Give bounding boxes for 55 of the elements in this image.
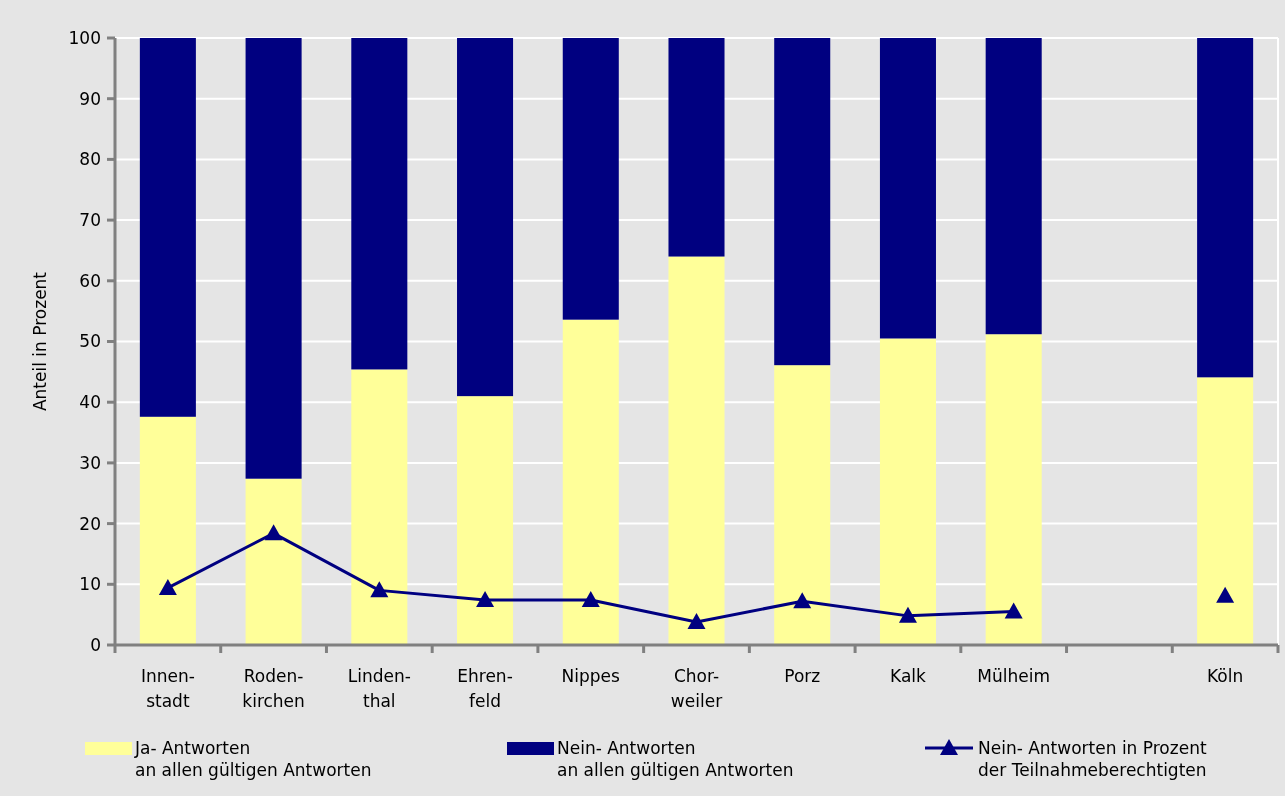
x-tick-label: Chor- weiler [670,666,723,711]
bar [562,319,619,645]
x-tick-label: Innen- stadt [140,666,195,711]
bar [774,38,831,366]
point [898,606,917,623]
y-tick-label: 80 [79,149,101,170]
y-tick-label: 10 [79,574,101,595]
bar [351,38,408,370]
bar [1197,38,1254,378]
x-tick-label: Köln [1207,666,1244,686]
y-tick-label: 30 [79,452,101,473]
bar [1197,377,1254,645]
point [1004,602,1023,619]
bar [668,256,725,645]
bar [879,38,936,339]
bar [879,338,936,645]
y-tick-label: 40 [79,392,101,413]
bar [351,369,408,645]
x-tick-label: Ehren- feld [457,666,513,711]
legend-label: Nein- Antworten an allen gültigen Antworten [557,738,794,780]
x-tick-label: Porz [784,666,821,686]
bar [457,396,514,645]
y-tick-label: 70 [79,210,101,231]
bar [562,38,619,320]
y-tick-label: 100 [68,27,101,48]
bar [668,38,725,257]
bar [139,416,196,645]
x-tick-label: Kalk [890,666,927,686]
bar [139,38,196,417]
x-tick-label: Linden- thal [347,666,411,711]
y-tick-label: 50 [79,331,101,352]
legend-label: Ja- Antworten an allen gültigen Antworten [134,738,372,780]
x-tick-label: Mülheim [977,666,1051,686]
point [581,591,600,608]
y-tick-label: 0 [90,634,101,655]
y-tick-label: 20 [79,513,101,534]
y-tick-label: 90 [79,88,101,109]
bar [985,334,1042,645]
point [1216,586,1235,603]
bar [245,478,302,645]
point [158,578,177,595]
bar [457,38,514,397]
point [370,581,389,598]
x-tick-label: Roden- kirchen [242,666,305,711]
bar [985,38,1042,335]
point [793,592,812,609]
bar [774,365,831,645]
point [687,612,706,629]
y-tick-label: 60 [79,270,101,291]
point [476,591,495,608]
bar [245,38,302,479]
y-axis-title: Anteil in Prozent [30,271,50,412]
point [264,524,283,541]
legend-label: Nein- Antworten in Prozent der Teilnahmeberechtigten [978,738,1207,780]
x-tick-label: Nippes [561,666,621,686]
